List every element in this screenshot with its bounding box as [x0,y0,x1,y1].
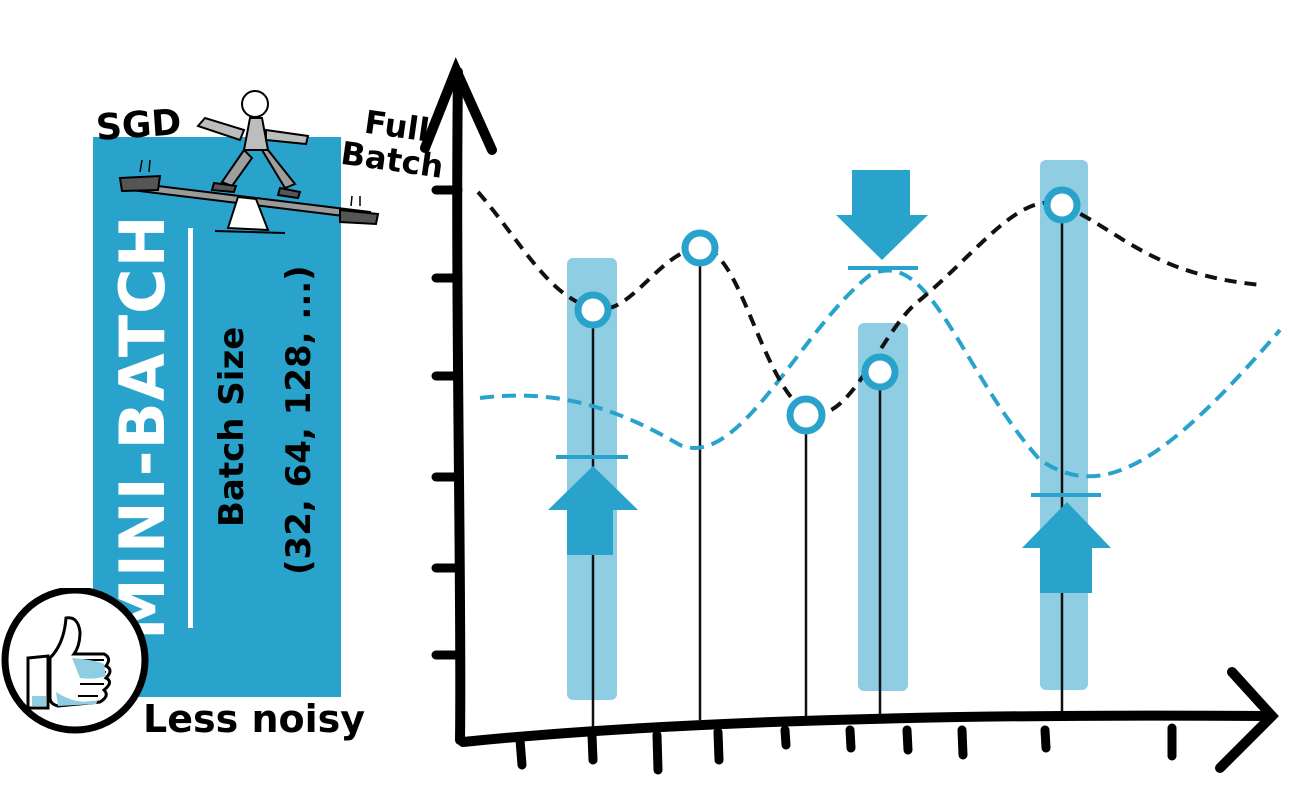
person-figure [196,90,310,200]
up-arrow-1 [548,466,638,555]
less-noisy-label: Less noisy [143,697,366,741]
x-tick [587,730,598,765]
marker-1 [574,291,612,329]
x-tick [845,725,856,753]
batch-band-3 [1040,160,1088,690]
blue-dashed-curve [479,268,1282,479]
x-tick [957,725,968,760]
marker-5 [1043,186,1081,224]
x-axis [458,710,1275,747]
y-axis-arrowhead [420,57,497,155]
marker-4 [861,353,899,391]
marker-2 [681,229,719,267]
y-axis [452,67,466,745]
x-tick [1040,725,1051,753]
x-axis-arrowhead [1215,667,1279,773]
thumbs-up-icon [1,588,149,734]
batch-band-2 [858,323,908,691]
up-arrow-2 [1022,502,1111,593]
marker-3 [786,395,826,435]
title-underline [188,228,193,628]
x-tick [515,735,527,770]
x-tick [652,730,663,775]
down-arrow-1 [836,170,928,260]
x-tick [902,725,913,755]
x-tick [780,725,791,750]
x-tick [713,727,724,765]
